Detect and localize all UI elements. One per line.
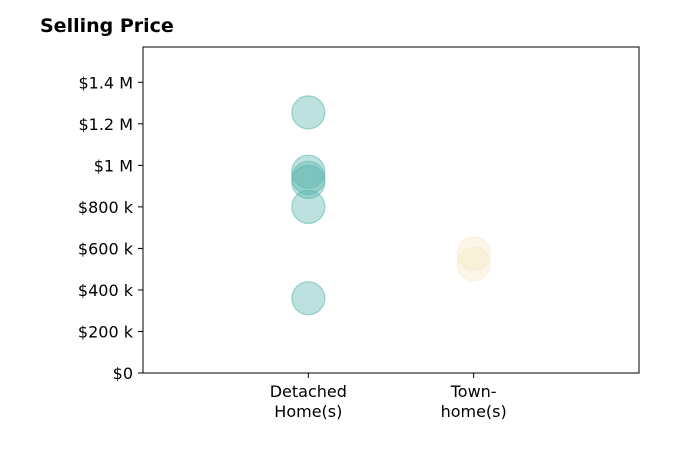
y-tick-label: $0 [113,364,133,383]
data-point [291,189,326,224]
y-tick-label: $600 k [78,239,134,258]
data-point [291,95,326,130]
data-points [291,95,491,316]
y-tick-label: $1 M [94,156,133,175]
y-tick-label: $1.2 M [78,115,133,134]
data-point [291,164,326,200]
plot-frame [142,46,640,374]
data-point [456,246,491,282]
data-point [456,236,491,271]
y-tick-label: $200 k [78,322,134,341]
data-point [291,281,326,316]
y-tick-label: $800 k [78,198,134,217]
x-tick-label: Home(s) [274,402,342,421]
y-tick-label: $1.4 M [78,73,133,92]
y-axis: $0 $200 k $400 k $600 k $800 k $1 M $1.2 M $1.4… [78,73,143,383]
x-tick-label: Detached [270,382,347,401]
x-tick-label: Town- [450,382,497,401]
x-tick-label: home(s) [441,402,507,421]
y-tick-label: $400 k [78,281,134,300]
chart-title: Selling Price [40,15,174,37]
